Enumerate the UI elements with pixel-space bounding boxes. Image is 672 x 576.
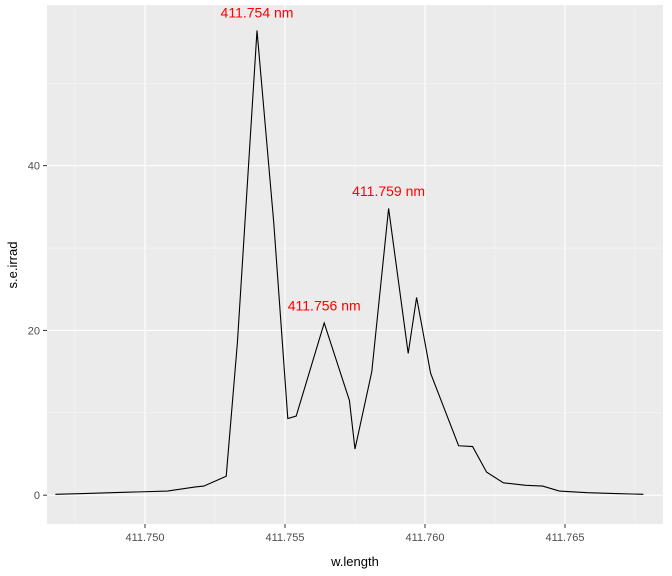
y-tick-label: 0 (34, 490, 40, 502)
x-axis-ticks: 411.750 411.755 411.760 411.765 (126, 524, 585, 544)
minor-grid (47, 5, 663, 524)
y-tick-label: 40 (28, 161, 40, 173)
peak-label: 411.754 nm (221, 4, 294, 20)
x-tick-label: 411.755 (266, 532, 305, 544)
peak-annotations: 411.754 nm 411.756 nm 411.759 nm (221, 4, 426, 313)
y-axis-title: s.e.irrad (5, 242, 20, 289)
peak-label: 411.759 nm (352, 183, 425, 199)
x-tick-label: 411.750 (126, 532, 165, 544)
y-tick-label: 20 (28, 325, 40, 337)
series-line (55, 30, 644, 495)
x-tick-label: 411.765 (546, 532, 585, 544)
peak-label: 411.756 nm (288, 298, 361, 314)
major-grid (47, 5, 663, 524)
y-axis-ticks: 0 20 40 (28, 161, 47, 502)
x-axis-title: w.length (330, 554, 379, 569)
x-tick-label: 411.760 (406, 532, 445, 544)
